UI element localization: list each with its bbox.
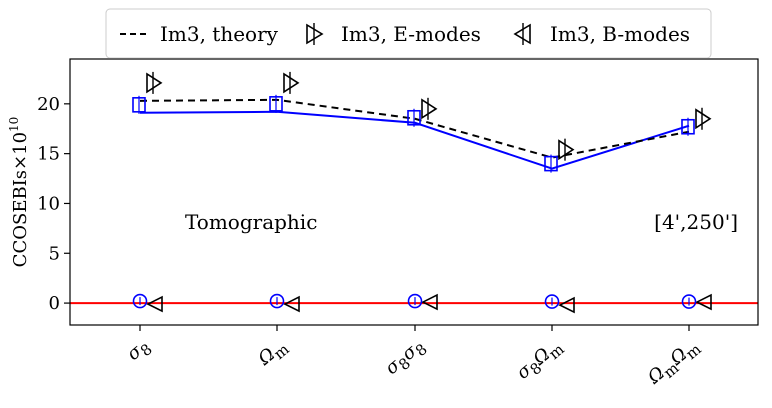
y-axis-title-base: CCOSEBIs×10 [10,132,31,267]
legend: Im3, theory Im3, E-modes Im3, B-modes [105,8,712,59]
circle-marker [681,294,697,309]
plot-frame [69,58,759,326]
annotation-tomographic: Tomographic [185,210,317,234]
x-tick-label: σ8σ8 [381,335,431,382]
circle-marker [132,293,148,309]
emode-right-triangle-marker [558,139,575,161]
x-tick-label: σ8Ωm [513,335,568,387]
series-blue-line [139,110,690,170]
y-tick-label: 0 [49,293,60,314]
y-tick-label: 10 [37,193,60,214]
annotation-range: [4',250'] [654,210,738,234]
bmode-left-triangle-marker [558,296,575,314]
circle-marker [544,294,560,309]
legend-box [105,8,712,59]
x-tick-label: ΩmΩm [643,335,705,392]
circle-marker [407,293,423,309]
y-axis-title: CCOSEBIs×1010 [7,117,31,268]
plot-layer [70,71,758,314]
bmode-left-triangle-marker [146,295,163,313]
legend-label-theory: Im3, theory [160,22,279,46]
y-axis-title-exponent: 10 [7,117,21,132]
legend-label-bmodes: Im3, B-modes [550,22,690,46]
legend-label-emodes: Im3, E-modes [341,22,481,46]
bmode-left-triangle-marker [695,293,712,311]
emode-right-triangle-marker [283,72,300,94]
emode-right-triangle-marker [146,72,163,94]
y-tick-label: 15 [37,144,60,165]
bmode-left-triangle-marker [283,295,300,313]
emode-right-triangle-marker [421,98,438,120]
y-tick-label: 20 [37,94,60,115]
x-tick-label: Ωm [254,335,293,374]
y-tick-label: 5 [49,243,60,264]
emode-right-triangle-marker [695,108,712,130]
x-tick-label: σ8 [123,335,156,368]
circle-marker [269,293,285,309]
bmode-left-triangle-marker [421,293,438,311]
series-theory-line [139,98,690,159]
